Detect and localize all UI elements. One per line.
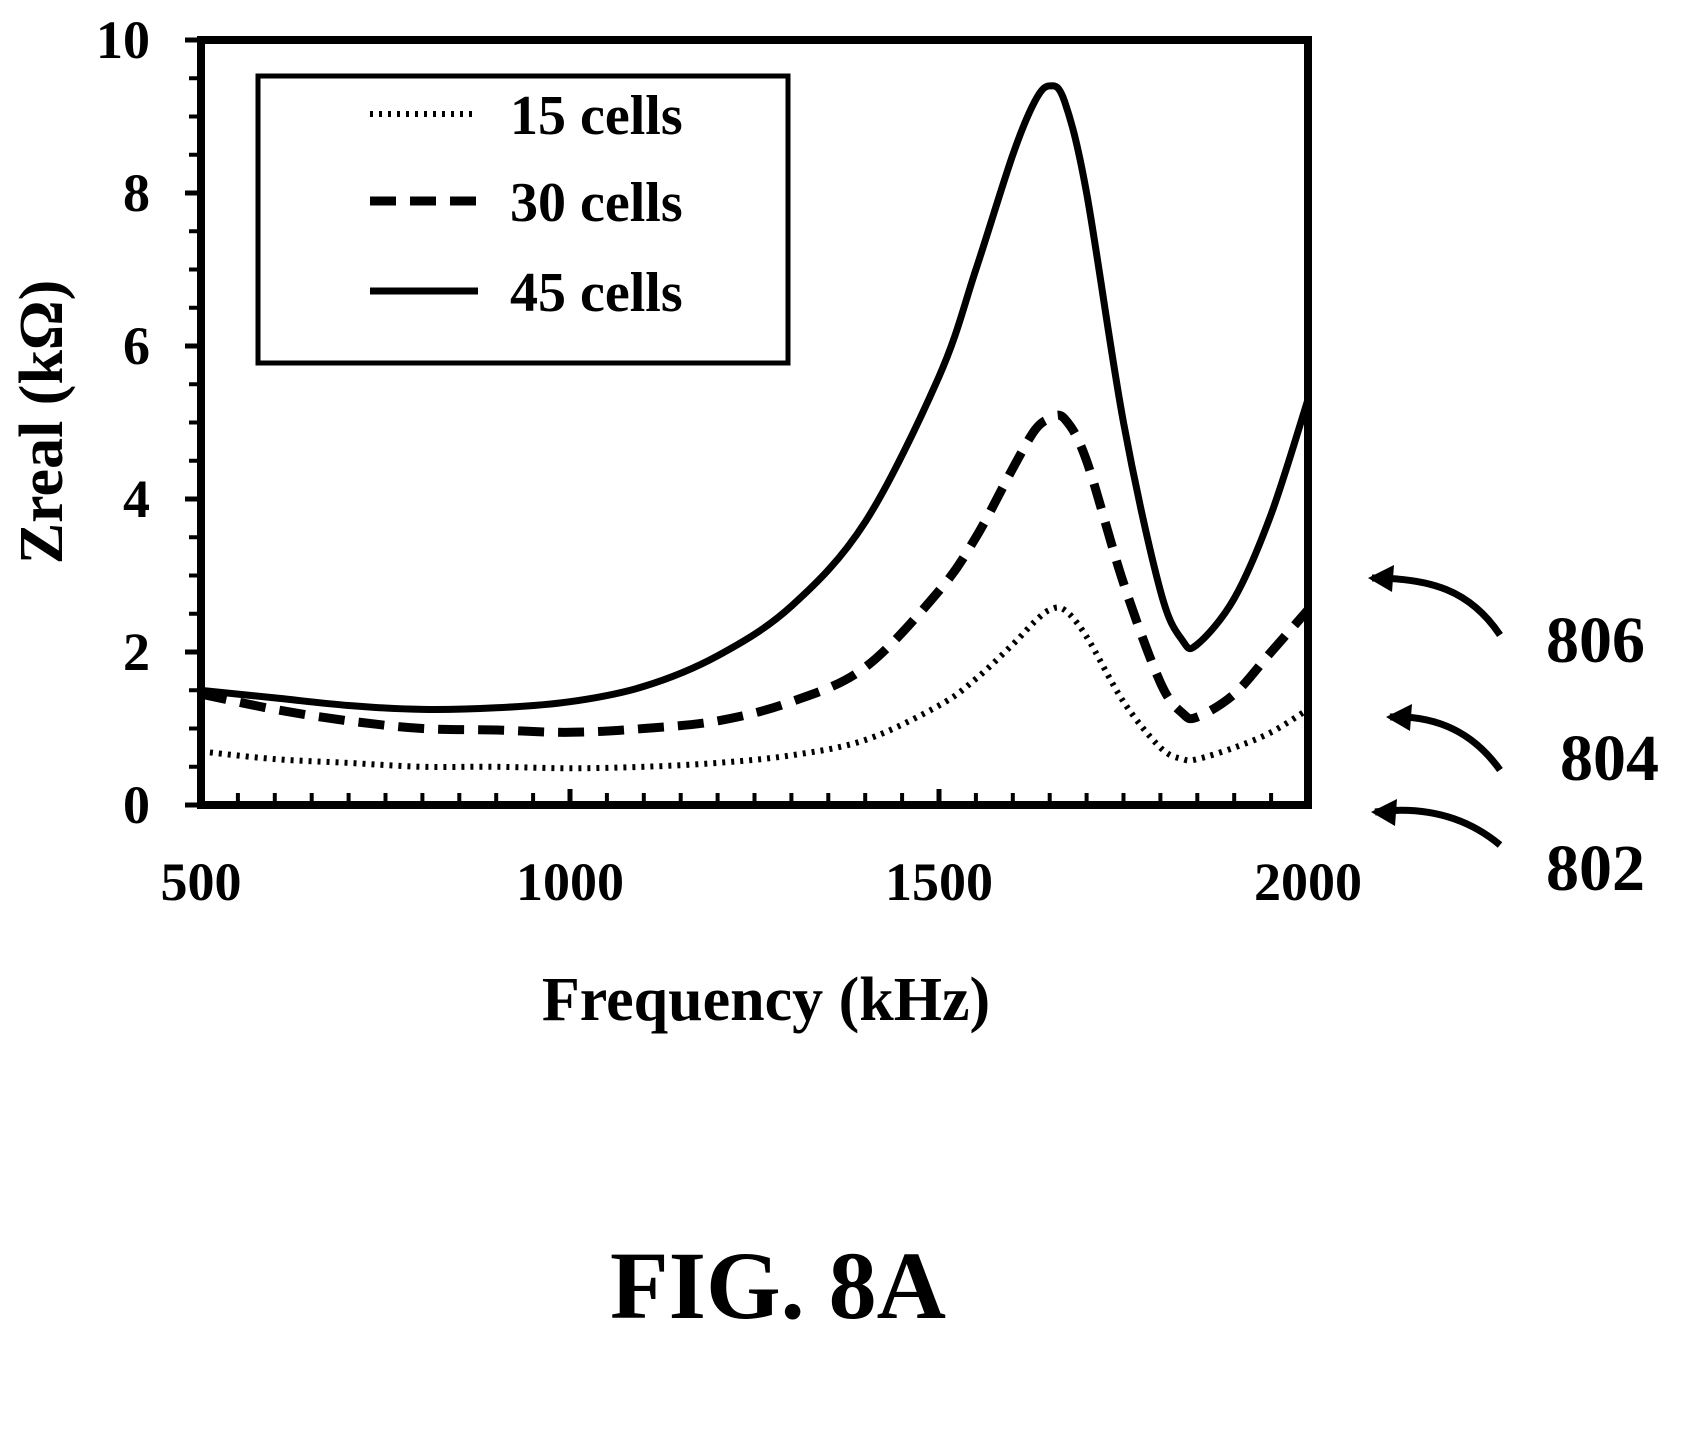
- y-tick-label: 6: [123, 316, 150, 376]
- callouts-layer: 802 804 806: [1368, 565, 1659, 905]
- series-layer: [200, 82, 1312, 772]
- legend-label: 15 cells: [510, 85, 683, 147]
- y-tick-label: 4: [123, 469, 150, 529]
- y-axis-label: Zreal (kΩ): [8, 280, 76, 564]
- callout-arrowhead: [1371, 799, 1397, 826]
- y-tick-label: 2: [123, 622, 150, 682]
- legend-box: [255, 73, 791, 366]
- x-tick-label: 1500: [885, 852, 993, 912]
- callout-arrowhead: [1386, 704, 1412, 731]
- x-tick-label: 2000: [1254, 852, 1362, 912]
- y-tick-label: 10: [96, 10, 150, 70]
- ticks-layer: 500 1000 1500 2000 0 2 4 6 8 10: [96, 10, 1362, 912]
- legend-label: 45 cells: [510, 262, 683, 324]
- series-line-30-cells: [200, 410, 1312, 737]
- y-tick-label: 8: [123, 163, 150, 223]
- callout-arrowhead: [1368, 565, 1394, 592]
- series-line-15-cells: [200, 604, 1310, 772]
- x-tick-label: 1000: [516, 852, 624, 912]
- y-tick-label: 0: [123, 775, 150, 835]
- legend-label: 30 cells: [510, 172, 683, 234]
- callout-label: 802: [1546, 832, 1645, 905]
- legend: 15 cells 30 cells 45 cells: [255, 73, 791, 366]
- x-axis-label: Frequency (kHz): [542, 966, 990, 1034]
- figure-label: FIG. 8A: [610, 1232, 946, 1339]
- callout-label: 806: [1546, 604, 1645, 677]
- callout-label: 804: [1560, 722, 1659, 795]
- series-line-45-cells: [200, 82, 1312, 714]
- x-tick-label: 500: [161, 852, 242, 912]
